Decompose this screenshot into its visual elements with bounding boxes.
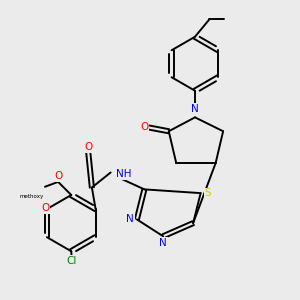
Text: Cl: Cl	[67, 256, 77, 266]
Text: NH: NH	[116, 169, 131, 179]
Text: O: O	[54, 171, 63, 181]
Text: O: O	[84, 142, 92, 152]
Text: O: O	[140, 122, 148, 133]
Text: O: O	[41, 203, 49, 213]
Text: N: N	[126, 214, 134, 224]
Text: N: N	[191, 104, 199, 114]
Text: N: N	[159, 238, 167, 248]
Text: S: S	[204, 188, 211, 198]
Text: methoxy: methoxy	[19, 194, 43, 200]
